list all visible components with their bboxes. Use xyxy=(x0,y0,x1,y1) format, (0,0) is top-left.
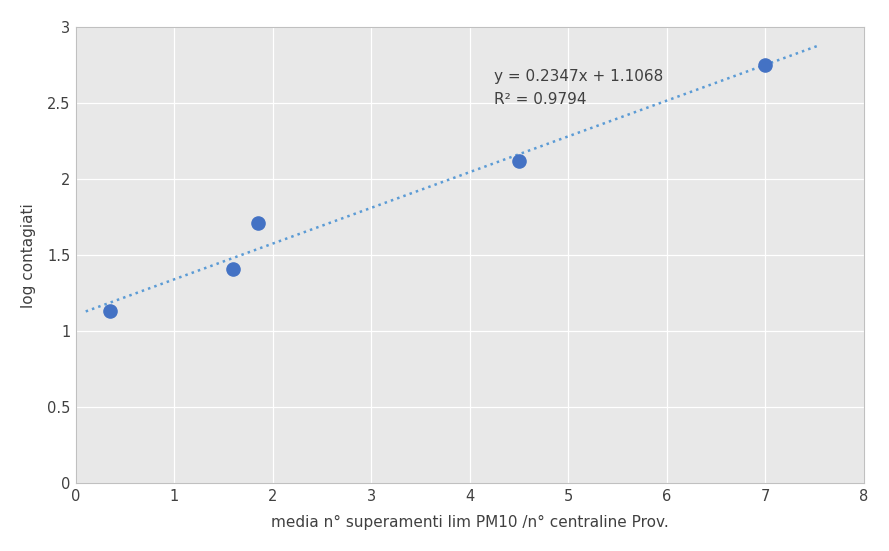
Point xyxy=(512,156,526,165)
Point xyxy=(227,264,241,273)
X-axis label: media n° superamenti lim PM10 /n° centraline Prov.: media n° superamenti lim PM10 /n° centra… xyxy=(271,515,669,530)
Point xyxy=(103,307,117,316)
Point xyxy=(251,219,265,228)
Point xyxy=(758,61,773,69)
Y-axis label: log contagiati: log contagiati xyxy=(20,203,36,307)
Text: y = 0.2347x + 1.1068
R² = 0.9794: y = 0.2347x + 1.1068 R² = 0.9794 xyxy=(494,69,663,107)
